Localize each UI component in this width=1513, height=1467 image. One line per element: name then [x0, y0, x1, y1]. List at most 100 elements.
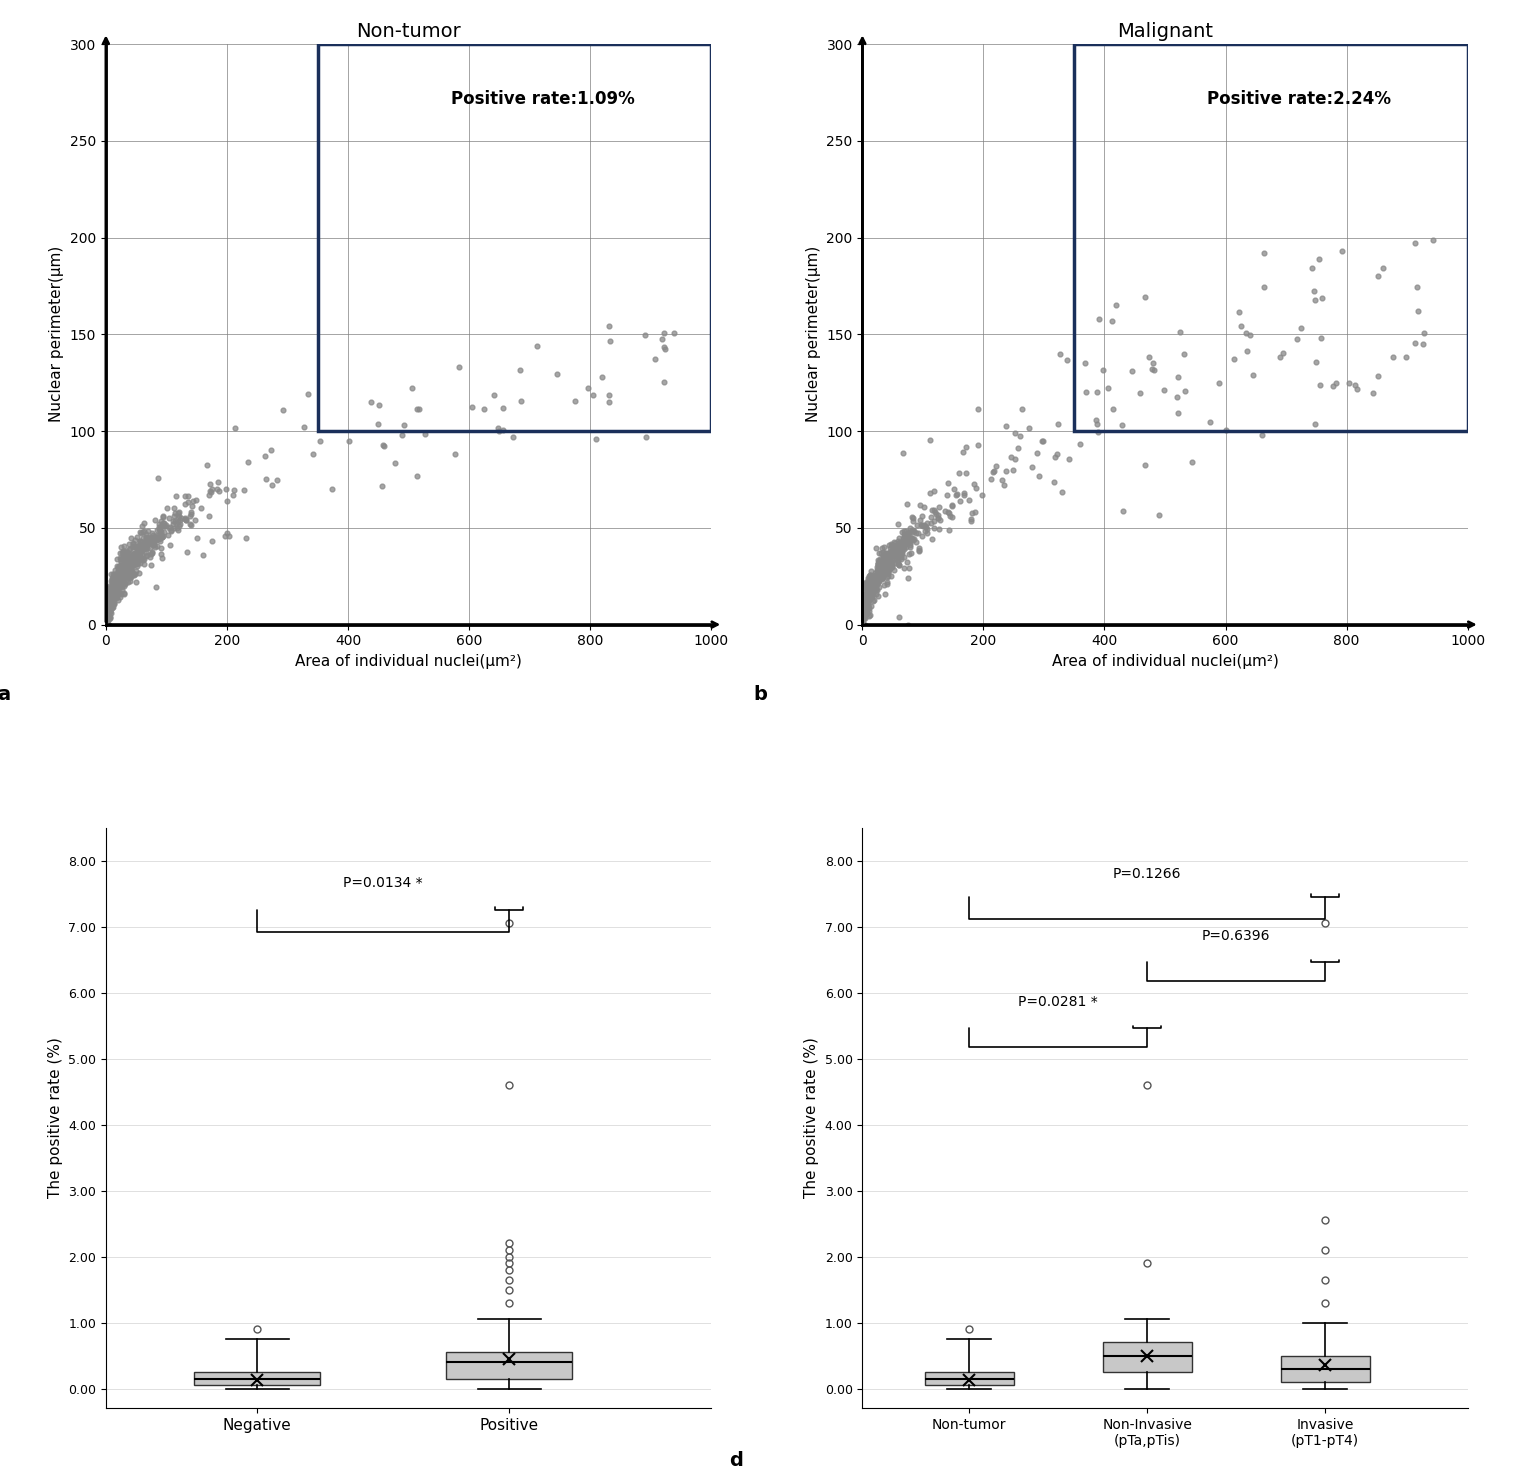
Point [107, 572, 132, 596]
Point [1083, 408, 1108, 431]
Point [98, 581, 123, 604]
Point [95, 599, 120, 622]
Point [95, 601, 120, 625]
Point [113, 552, 138, 575]
Point [117, 560, 141, 584]
Point [130, 549, 154, 572]
Point [129, 540, 153, 563]
Point [1009, 398, 1033, 421]
Point [853, 590, 878, 613]
Point [855, 600, 879, 623]
Point [879, 563, 903, 587]
Point [894, 528, 918, 552]
Point [118, 556, 142, 579]
Point [855, 575, 879, 599]
Point [852, 599, 876, 622]
Point [873, 582, 897, 606]
Point [98, 593, 123, 616]
Point [850, 613, 875, 637]
Point [864, 582, 888, 606]
Point [911, 515, 935, 538]
Point [153, 513, 177, 537]
Point [115, 559, 139, 582]
Point [112, 549, 136, 572]
Point [1330, 239, 1354, 263]
Point [864, 578, 888, 601]
Point [100, 582, 124, 606]
Point [853, 588, 878, 612]
Point [120, 555, 144, 578]
Point [887, 512, 911, 535]
Point [1285, 327, 1309, 351]
Point [858, 563, 882, 587]
Point [94, 597, 118, 621]
Point [881, 541, 905, 565]
Point [141, 531, 165, 555]
Point [852, 613, 876, 637]
Point [253, 445, 277, 468]
Point [873, 549, 897, 572]
Point [876, 560, 900, 584]
Point [94, 604, 118, 628]
Point [859, 584, 884, 607]
Point [575, 376, 599, 399]
Point [371, 433, 395, 456]
Point [104, 568, 129, 591]
Point [94, 591, 118, 615]
Point [133, 537, 157, 560]
Point [1304, 351, 1328, 374]
Point [106, 566, 130, 590]
Point [867, 557, 891, 581]
Point [103, 579, 127, 603]
Point [135, 530, 159, 553]
Point [859, 579, 884, 603]
Point [867, 553, 891, 577]
Point [130, 533, 154, 556]
Point [100, 578, 124, 601]
Point [110, 538, 135, 562]
Point [634, 425, 658, 449]
Point [142, 509, 166, 533]
Point [862, 577, 887, 600]
Point [100, 578, 124, 601]
Point [878, 556, 902, 579]
Point [157, 516, 182, 540]
Point [117, 546, 141, 569]
Point [912, 513, 937, 537]
Point [852, 599, 876, 622]
Point [856, 588, 881, 612]
Point [95, 584, 120, 607]
Point [120, 562, 144, 585]
Point [481, 383, 505, 406]
Point [150, 525, 174, 549]
Point [97, 590, 121, 613]
Point [879, 544, 903, 568]
Point [401, 377, 425, 400]
Point [896, 613, 920, 637]
Point [947, 489, 971, 512]
Point [926, 506, 950, 530]
Point [120, 559, 144, 582]
Point [896, 550, 920, 574]
Point [894, 525, 918, 549]
Point [200, 477, 224, 500]
Point [101, 571, 126, 594]
Point [95, 600, 120, 623]
Point [216, 525, 241, 549]
Point [104, 579, 129, 603]
Point [1321, 374, 1345, 398]
Point [853, 599, 878, 622]
Point [231, 478, 256, 502]
Point [862, 578, 887, 601]
Point [112, 574, 136, 597]
Point [104, 578, 129, 601]
Point [876, 549, 900, 572]
Point [852, 588, 876, 612]
Point [359, 390, 383, 414]
Point [101, 571, 126, 594]
Point [862, 565, 887, 588]
Point [882, 530, 906, 553]
Point [1006, 437, 1030, 461]
Point [127, 547, 151, 571]
Point [106, 569, 130, 593]
